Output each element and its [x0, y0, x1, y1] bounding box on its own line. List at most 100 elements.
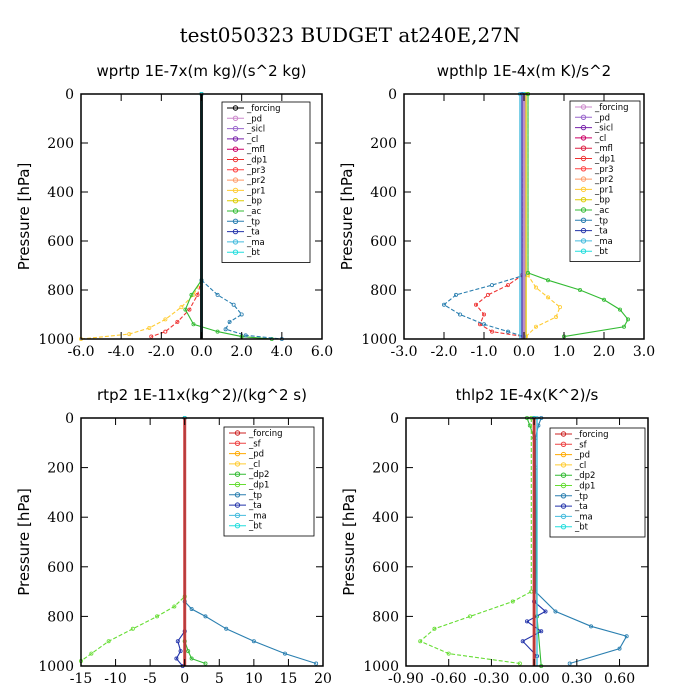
series-point: [163, 329, 168, 334]
legend-entry: _ma: [594, 237, 613, 247]
series-point: [468, 614, 473, 619]
series-point: [618, 307, 623, 312]
series-point: [314, 661, 319, 666]
series-point: [191, 322, 196, 327]
x-tick-label: 6.0: [311, 344, 333, 360]
y-tick-label: 400: [47, 185, 74, 201]
x-tick-label: -0.30: [473, 671, 509, 687]
series-point: [624, 634, 629, 639]
series-point: [224, 626, 229, 631]
series-line-dp1: [419, 418, 532, 665]
legend-marker: [580, 155, 587, 162]
legend-marker: [234, 492, 241, 498]
series-point: [473, 302, 478, 307]
legend-entry: _ac: [594, 206, 609, 216]
series-point: [149, 334, 154, 339]
series-point: [231, 302, 236, 307]
x-tick-label: -5: [143, 671, 157, 687]
x-tick-label: 5: [215, 671, 224, 687]
legend-entry: _dp1: [248, 481, 269, 491]
series-point: [243, 333, 248, 338]
legend-marker: [232, 156, 239, 163]
x-tick-label: -2.0: [431, 344, 458, 360]
series-point: [203, 661, 208, 666]
series-point: [432, 626, 437, 631]
series-point: [203, 614, 208, 619]
series-line-pr1: [525, 94, 561, 337]
series-point: [239, 312, 244, 317]
x-tick-label: 0: [180, 671, 189, 687]
legend-marker: [232, 115, 239, 122]
legend-marker: [234, 512, 241, 519]
legend-entry: _pd: [246, 114, 262, 124]
legend-marker: [560, 472, 567, 478]
series-point: [622, 324, 627, 329]
legend-marker: [234, 440, 241, 446]
x-tick-label: 1.0: [553, 344, 575, 360]
y-tick-label: 1000: [38, 332, 74, 348]
series-point: [187, 307, 192, 312]
x-tick-label: -4.0: [108, 344, 135, 360]
y-tick-label: 1000: [361, 332, 397, 348]
series-line-tp: [443, 94, 525, 338]
legend-marker: [234, 502, 241, 508]
legend-entry: _bp: [594, 196, 610, 206]
legend-entry: _ma: [574, 512, 593, 522]
legend-marker: [234, 481, 241, 488]
series-point: [418, 639, 423, 644]
series-point: [534, 324, 539, 329]
series-point: [505, 329, 510, 334]
series-point: [155, 614, 160, 619]
y-tick-label: 1000: [363, 659, 399, 675]
series-point: [481, 312, 486, 317]
y-tick-label: 200: [47, 136, 74, 152]
legend-entry: _bt: [594, 247, 609, 257]
x-tick-label: 4.0: [271, 344, 293, 360]
x-tick-label: 20: [314, 671, 332, 687]
legend-box: [549, 427, 646, 538]
series-point: [186, 649, 191, 654]
series-point: [602, 297, 607, 302]
legend-marker: [560, 503, 567, 509]
legend-entry: _cl: [248, 460, 260, 470]
series-point: [558, 305, 563, 310]
legend-entry: _dp2: [574, 471, 595, 481]
legend-entry: _forcing: [248, 429, 283, 439]
legend-marker: [580, 217, 587, 224]
legend-marker: [234, 523, 241, 529]
y-axis-label: Pressure [hPa]: [340, 488, 358, 596]
legend-entry: _bp: [246, 197, 262, 207]
legend-entry: _forcing: [594, 103, 629, 113]
series-point: [489, 283, 494, 288]
legend-entry: _mfl: [246, 145, 265, 155]
y-tick-label: 200: [47, 461, 74, 477]
legend-entry: _bt: [574, 523, 589, 533]
legend-marker: [232, 105, 239, 111]
legend-marker: [232, 218, 239, 225]
legend-entry: _dp1: [246, 156, 267, 166]
legend: _forcing_sf_pd_cl_dp2_dp1_tp_ta_ma_bt: [549, 427, 646, 538]
y-axis-label: Pressure [hPa]: [15, 163, 33, 271]
series-point: [485, 292, 490, 297]
panel-title: thlp2 1E-4x(K^2)/s: [456, 386, 599, 404]
x-tick-label: 15: [280, 671, 298, 687]
legend-entry: _pr1: [594, 185, 614, 195]
legend: _forcing_sf_pd_cl_dp2_dp1_tp_ta_ma_bt: [223, 426, 315, 537]
y-tick-label: 600: [372, 560, 399, 576]
series-point: [106, 639, 111, 644]
legend-marker: [560, 493, 567, 499]
series-point: [489, 329, 494, 334]
series-point: [554, 314, 559, 319]
legend-marker: [232, 208, 239, 214]
series-line-dp2: [184, 418, 206, 665]
series-line-dp1: [475, 93, 525, 338]
legend-entry: _forcing: [574, 430, 609, 440]
y-tick-label: 800: [47, 283, 74, 299]
x-tick-label: 10: [245, 671, 263, 687]
series-line-tp: [200, 94, 282, 340]
legend-marker: [580, 186, 587, 193]
series-point: [546, 295, 551, 300]
legend-entry: _tp: [248, 491, 262, 501]
legend-entry: _sicl: [246, 125, 265, 135]
